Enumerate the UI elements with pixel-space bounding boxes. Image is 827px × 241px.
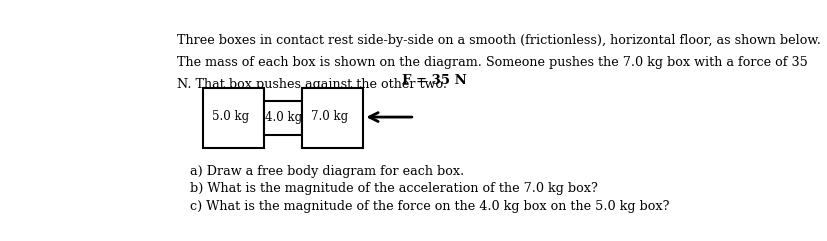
Bar [203,88,264,148]
Text: F = 35 N: F = 35 N [401,74,466,87]
Text: N. That box pushes against the other two.: N. That box pushes against the other two… [177,78,447,91]
Text: Three boxes in contact rest side-by-side on a smooth (frictionless), horizontal : Three boxes in contact rest side-by-side… [177,33,820,47]
Bar [302,88,363,148]
Text: 5.0 kg: 5.0 kg [212,110,249,123]
Text: c) What is the magnitude of the force on the 4.0 kg box on the 5.0 kg box?: c) What is the magnitude of the force on… [190,200,669,213]
Text: a) Draw a free body diagram for each box.: a) Draw a free body diagram for each box… [190,165,464,178]
Text: The mass of each box is shown on the diagram. Someone pushes the 7.0 kg box with: The mass of each box is shown on the dia… [177,56,807,69]
Bar [264,101,302,135]
Text: 4.0 kg: 4.0 kg [265,112,301,125]
Text: 7.0 kg: 7.0 kg [311,110,348,123]
Text: b) What is the magnitude of the acceleration of the 7.0 kg box?: b) What is the magnitude of the accelera… [190,182,597,195]
